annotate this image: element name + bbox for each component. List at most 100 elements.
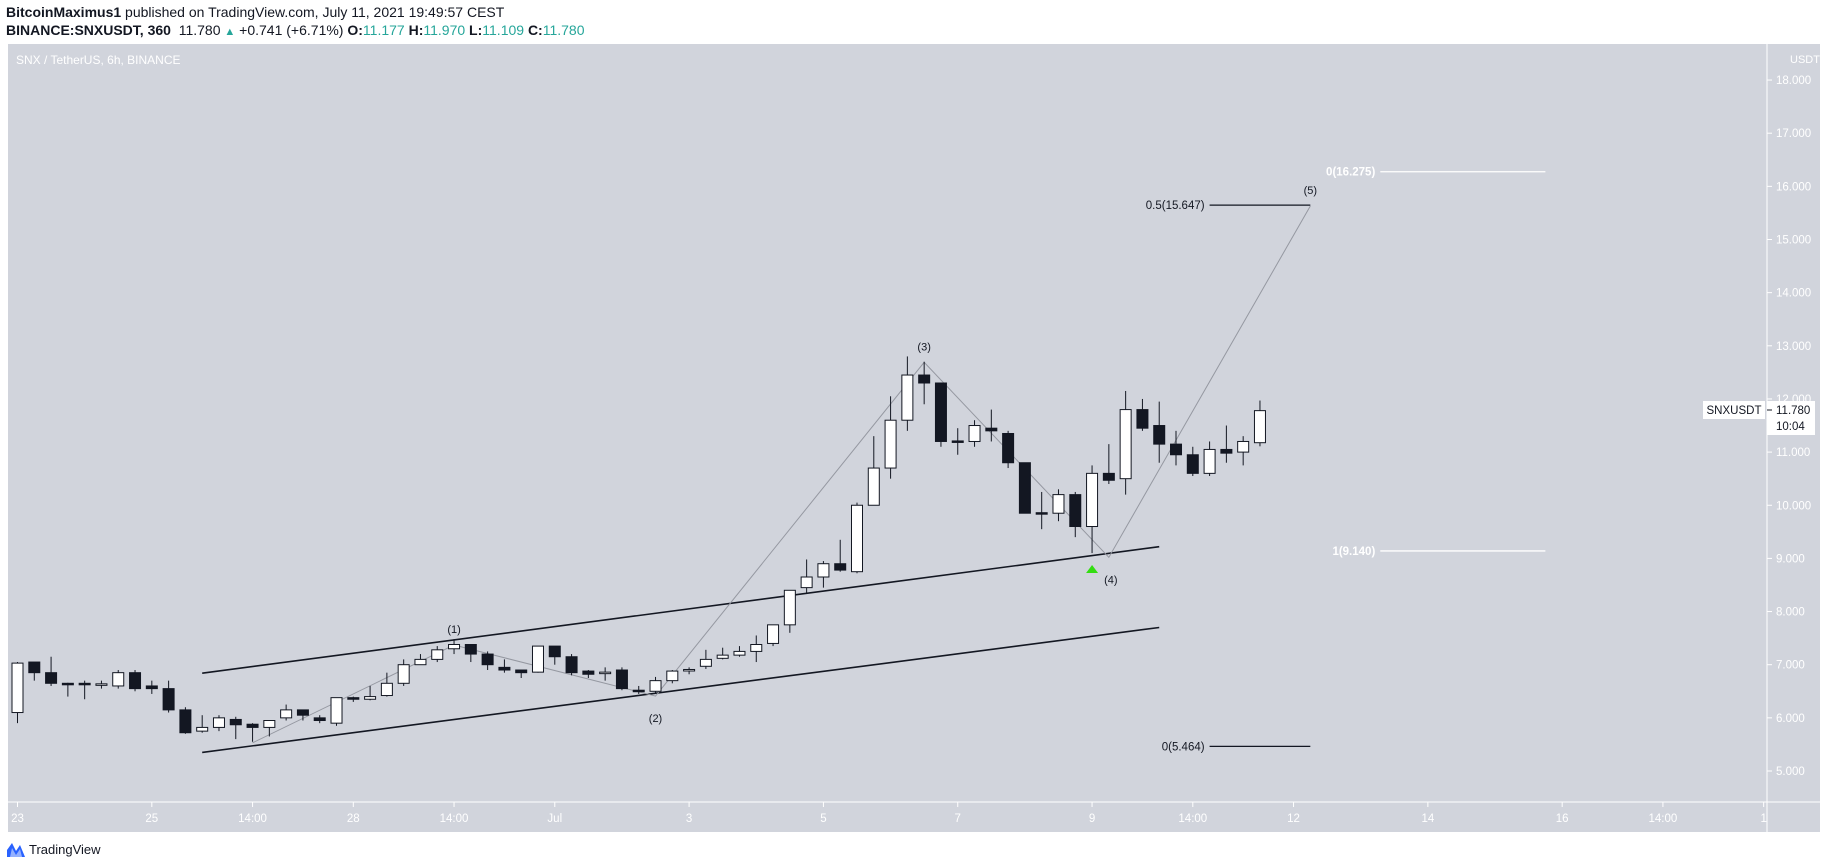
candle <box>767 624 780 647</box>
price-tag: SNXUSDT 11.780 10:04 <box>1703 401 1815 435</box>
up-arrow-icon: ▲ <box>224 26 236 38</box>
tradingview-logo[interactable]: TradingView <box>6 840 101 858</box>
price-tick-label: 16.000 <box>1776 181 1811 193</box>
candle-body-up <box>599 671 612 675</box>
drawings: (1) (2) (3) (4) (5) 0(16.275) 0.5(15.647) 1(9.1… <box>202 167 1546 754</box>
price-tick-label: 8.000 <box>1776 607 1805 619</box>
candle <box>1153 401 1166 463</box>
price-tag-countdown: 10:04 <box>1776 421 1805 433</box>
candle-body-down <box>632 689 645 693</box>
candle <box>212 715 225 732</box>
candle <box>531 645 544 673</box>
candle-body-down <box>985 427 998 432</box>
candle-body-down <box>179 709 192 734</box>
candle <box>45 656 58 686</box>
candle-body-up <box>800 576 813 589</box>
candle <box>1203 441 1216 477</box>
low-value: 11.109 <box>482 22 525 38</box>
price-tick-label: 17.000 <box>1776 128 1811 140</box>
channel-lower-line <box>202 626 1160 754</box>
time-tick-label: 23 <box>11 813 24 825</box>
candle-body-down <box>296 709 309 716</box>
price-chart[interactable]: SNX / TetherUS, 6h, BINANCE USDT 5.000 6.… <box>0 0 1828 840</box>
candle <box>918 361 931 405</box>
candle-body-down <box>78 682 91 686</box>
candle <box>162 680 175 713</box>
candle <box>1253 400 1266 447</box>
time-tick-label: 14:00 <box>1178 813 1207 825</box>
candle-body-up <box>968 425 981 442</box>
candle <box>1035 491 1048 530</box>
candle-body-down <box>246 723 259 728</box>
candle <box>380 672 393 697</box>
wave-label: (3) <box>917 341 930 353</box>
candle-body-down <box>951 440 964 443</box>
candle <box>582 670 595 678</box>
candle-body-up <box>1203 448 1216 474</box>
candle-body-up <box>397 664 410 684</box>
chart-title: SNX / TetherUS, 6h, BINANCE <box>16 53 181 67</box>
price-tick-label: 15.000 <box>1776 235 1811 247</box>
candle-body-up <box>330 697 343 724</box>
candle-body-up <box>531 645 544 673</box>
candle-body-up <box>783 589 796 626</box>
wave-label: (1) <box>447 624 460 636</box>
time-tick-label: 16 <box>1556 813 1569 825</box>
candle-body-down <box>129 672 142 690</box>
candle <box>783 589 796 633</box>
candle-body-up <box>414 658 427 666</box>
candle <box>1186 446 1199 477</box>
candle <box>347 696 360 702</box>
candle <box>851 502 863 574</box>
candle-body-up <box>280 709 293 719</box>
candle <box>632 685 645 694</box>
candle <box>246 723 259 742</box>
candle-body-down <box>1102 472 1115 481</box>
time-axis[interactable]: 23 25 14:00 28 14:00 Jul 3 5 7 9 14:00 12 14 16 14:00 1 <box>11 802 1767 825</box>
fib-level-label: 0.5(15.647) <box>1146 200 1205 212</box>
candle <box>515 669 528 678</box>
wave-label: (5) <box>1304 185 1317 197</box>
candle <box>683 667 696 675</box>
candle-body-down <box>1153 425 1166 445</box>
high-label: H: <box>408 22 424 38</box>
tradingview-logo-icon <box>7 843 25 857</box>
candle <box>548 645 561 665</box>
candle-body-down <box>582 670 595 675</box>
open-value: 11.177 <box>362 22 405 38</box>
candle <box>145 680 158 694</box>
price-tick-label: 13.000 <box>1776 341 1811 353</box>
candle-body-down <box>1018 462 1031 514</box>
publish-info: BitcoinMaximus1 published on TradingView… <box>6 4 504 20</box>
time-tick-label: 12 <box>1287 813 1300 825</box>
candle <box>985 409 998 442</box>
candle <box>934 382 947 447</box>
price-axis-unit: USDT <box>1790 54 1820 66</box>
candle <box>481 651 494 671</box>
price-tag-value: 11.780 <box>1776 405 1810 417</box>
candle <box>615 667 628 691</box>
candle <box>1002 430 1015 469</box>
time-tick-label: 28 <box>347 813 360 825</box>
candle <box>1102 444 1115 484</box>
candle-body-up <box>666 670 679 682</box>
candle <box>817 561 830 588</box>
candle <box>1119 390 1132 495</box>
close-label: C: <box>527 22 543 38</box>
candle <box>800 559 813 593</box>
candle <box>834 539 847 572</box>
candle <box>716 647 729 660</box>
candle-body-up <box>263 720 276 728</box>
candle-body-down <box>615 669 628 690</box>
candle <box>498 659 511 673</box>
candle-body-down <box>834 563 847 571</box>
candle <box>28 661 41 681</box>
candle <box>666 670 679 684</box>
candle <box>61 682 74 697</box>
symbol-info: BINANCE:SNXUSDT, 360 11.780 ▲ +0.741 (+6… <box>6 22 585 38</box>
channel-upper-line <box>202 545 1160 674</box>
author-name[interactable]: BitcoinMaximus1 <box>6 4 122 20</box>
candle <box>884 396 897 479</box>
candle <box>448 639 461 655</box>
candle-body-up <box>884 419 897 469</box>
